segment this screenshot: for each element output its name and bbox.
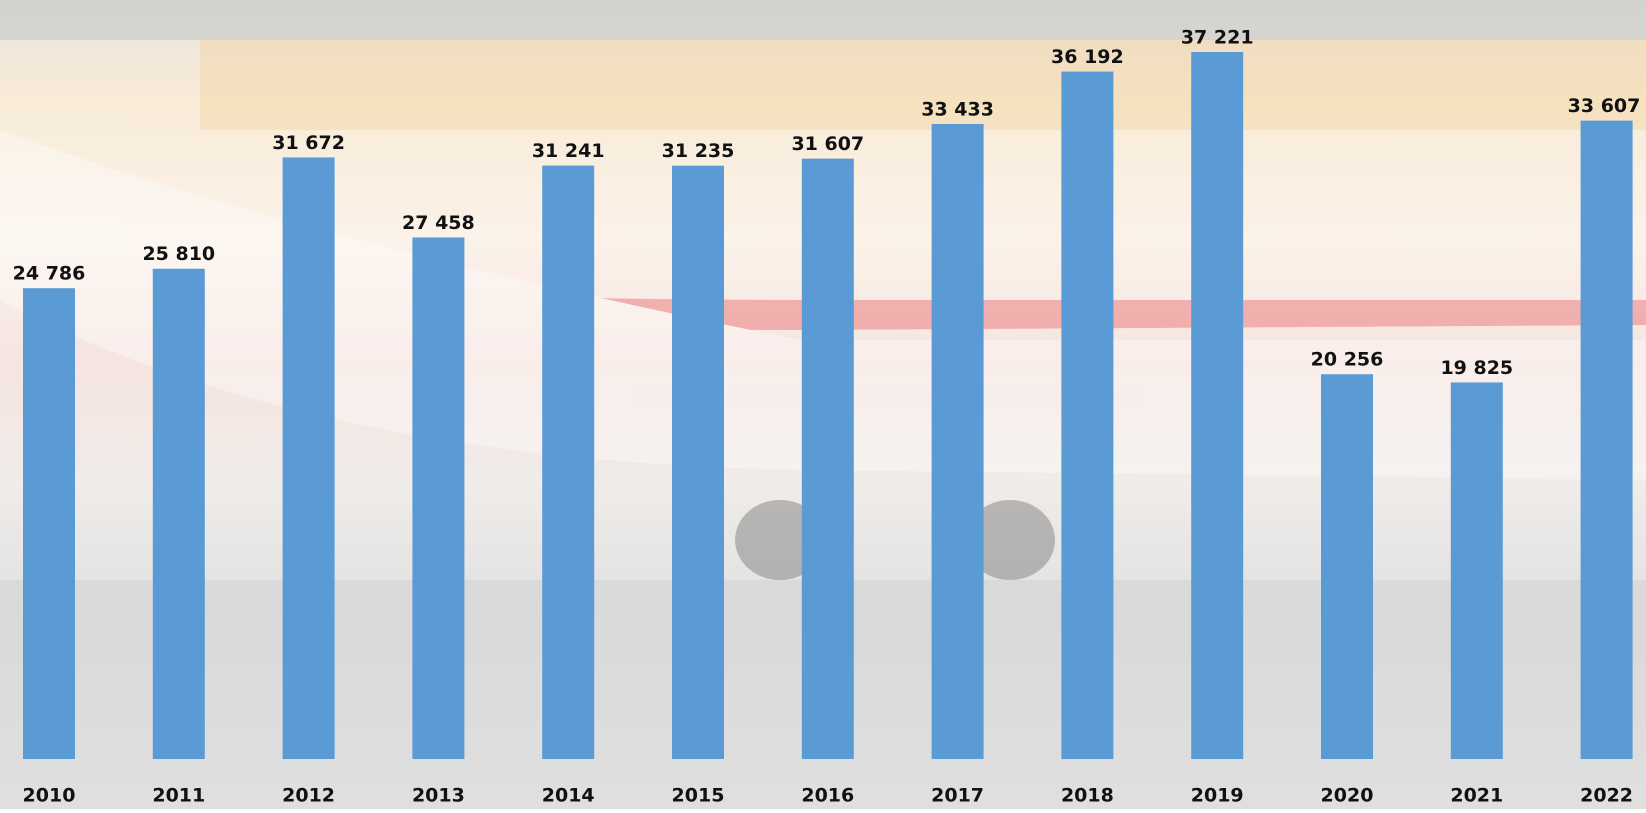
bar — [1191, 52, 1243, 759]
data-label: 37 221 — [1181, 27, 1254, 49]
x-tick-label: 2021 — [1450, 785, 1503, 807]
x-tick-label: 2010 — [23, 785, 76, 807]
bar — [412, 237, 464, 759]
bar — [283, 157, 335, 759]
bar — [1451, 382, 1503, 759]
data-label: 31 672 — [272, 132, 345, 154]
x-tick-label: 2013 — [412, 785, 465, 807]
data-label: 27 458 — [402, 212, 475, 234]
bar — [23, 288, 75, 759]
data-label: 33 433 — [921, 98, 994, 120]
x-tick-label: 2011 — [152, 785, 205, 807]
x-tick-label: 2022 — [1580, 785, 1633, 807]
data-label: 20 256 — [1311, 349, 1384, 371]
x-tick-label: 2017 — [931, 785, 984, 807]
x-tick-label: 2014 — [542, 785, 595, 807]
x-tick-label: 2020 — [1321, 785, 1374, 807]
bar — [932, 124, 984, 759]
bar — [1321, 374, 1373, 759]
bar — [802, 159, 854, 759]
bar — [672, 166, 724, 759]
bar — [542, 166, 594, 759]
data-label: 31 235 — [662, 140, 735, 162]
x-tick-label: 2019 — [1191, 785, 1244, 807]
data-label: 24 786 — [13, 263, 86, 285]
bar — [1581, 121, 1633, 759]
data-label: 31 241 — [532, 140, 605, 162]
data-label: 25 810 — [142, 243, 215, 265]
x-tick-label: 2016 — [801, 785, 854, 807]
data-label: 31 607 — [791, 133, 864, 155]
x-tick-label: 2012 — [282, 785, 335, 807]
data-label: 36 192 — [1051, 46, 1124, 68]
x-tick-label: 2015 — [672, 785, 725, 807]
x-tick-label: 2018 — [1061, 785, 1114, 807]
chart: 24 786 2010 25 810 2011 31 672 2012 27 458 2013… — [0, 0, 1646, 809]
data-label: 19 825 — [1440, 357, 1513, 379]
bar — [1061, 72, 1113, 759]
data-label: 33 607 — [1568, 95, 1641, 117]
bar — [153, 269, 205, 759]
